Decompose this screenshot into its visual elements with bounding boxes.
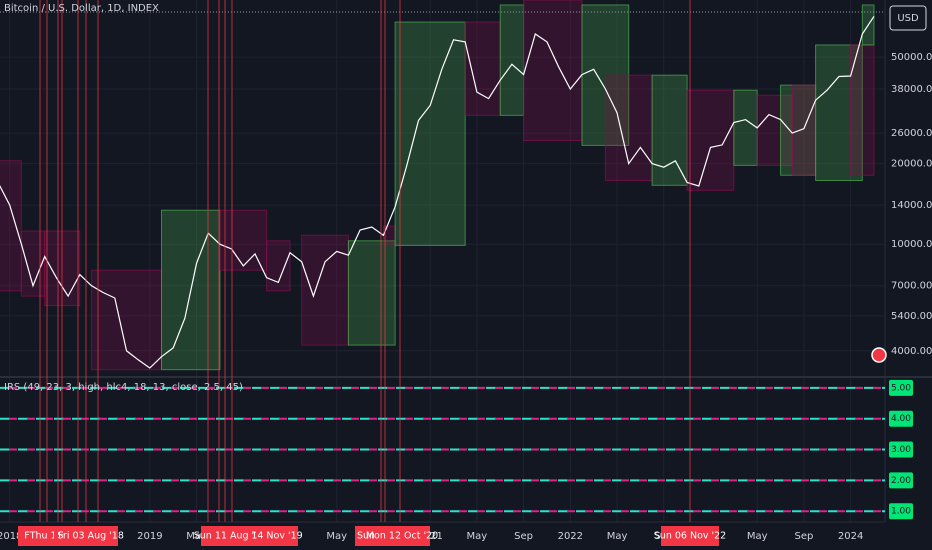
x-tick-label: May — [747, 531, 768, 542]
level-label-box — [889, 379, 913, 396]
event-label-box — [256, 526, 298, 546]
y-tick-label: 20000.00 — [891, 159, 932, 170]
event-label-box — [374, 526, 430, 546]
x-tick-label: 2021 — [417, 531, 442, 542]
event-label: Fri 03 Aug '18 — [58, 531, 124, 542]
event-label: F — [24, 531, 29, 542]
range-box — [686, 89, 735, 191]
level-label: 4.00 — [891, 414, 911, 424]
range-box — [394, 21, 466, 246]
event-label-box — [355, 526, 377, 546]
event-labels: F Thu 1( S: Fri 03 Aug '18 Sun 11 Aug '1… — [18, 526, 726, 546]
x-tick-label: May — [607, 531, 628, 542]
level-label-box — [889, 503, 913, 520]
range-box — [301, 234, 349, 346]
x-tick-label: 2024 — [838, 531, 863, 542]
range-box — [347, 240, 396, 346]
y-tick-label: 7000.00 — [891, 281, 932, 292]
range-box — [0, 160, 22, 292]
range-box — [266, 240, 291, 292]
event-label: Sun 11 Aug '19 — [194, 531, 266, 542]
price-series — [0, 15, 875, 369]
indicator-levels — [0, 386, 885, 513]
x-tick-label: 2019 — [137, 531, 162, 542]
x-tick-label: May — [467, 531, 488, 542]
range-box — [219, 209, 268, 271]
y-tick-label: 26000.00 — [891, 128, 932, 139]
level-label-box — [889, 441, 913, 458]
y-tick-label: 4000.00 — [891, 346, 932, 357]
currency-label[interactable]: USD — [897, 13, 919, 24]
event-lines — [39, 0, 691, 522]
indicator-title: IRS (49, 23, 3, high, hlc4, 18, 13, clos… — [4, 382, 243, 393]
event-label: Sun 06 Nov '22 — [654, 531, 726, 542]
event-label-box — [661, 526, 719, 546]
range-box — [464, 21, 501, 116]
range-box — [523, 0, 583, 142]
range-box — [604, 74, 653, 182]
range-box — [791, 84, 817, 176]
range-box — [733, 89, 758, 166]
event-label: 14 Nov '19 — [251, 531, 302, 542]
range-box — [756, 94, 793, 166]
level-label: 2.00 — [891, 476, 911, 486]
level-label-box — [889, 410, 913, 427]
x-axis: 20182019MayMay2021MaySep2022MaySepMaySep… — [0, 531, 863, 542]
event-label-box — [201, 526, 259, 546]
event-label: Mon 12 Oct '20 — [366, 531, 438, 542]
event-label-box — [64, 526, 118, 546]
y-tick-label: 5400.00 — [891, 311, 932, 322]
range-box — [90, 269, 163, 371]
chart-title: Bitcoin / U.S. Dollar, 1D, INDEX — [4, 3, 159, 14]
price-line — [0, 15, 875, 369]
x-tick-label: 2018 — [0, 531, 22, 542]
y-tick-label: 38000.00 — [891, 84, 932, 95]
boxes — [0, 0, 875, 371]
event-label-box — [30, 526, 60, 546]
range-box — [651, 74, 688, 186]
grid — [0, 0, 885, 522]
event-label: Thu 1( — [29, 531, 61, 542]
event-label: Sun — [357, 531, 375, 542]
range-box — [815, 44, 863, 182]
level-label: 1.00 — [891, 507, 911, 517]
level-label: 3.00 — [891, 445, 911, 455]
x-tick-label: 2022 — [558, 531, 583, 542]
x-tick-label: May — [326, 531, 347, 542]
currency-button[interactable] — [889, 5, 927, 31]
x-tick-label: Sep — [514, 531, 533, 542]
level-label: 5.00 — [891, 383, 911, 393]
range-box — [499, 4, 525, 116]
y-tick-label: 10000.00 — [891, 239, 932, 250]
x-tick-label: May — [186, 531, 207, 542]
event-label: S: — [57, 531, 66, 542]
x-tick-label: Sep — [794, 531, 813, 542]
level-label-box — [889, 472, 913, 489]
logo-badge[interactable] — [871, 347, 887, 363]
y-tick-label: 14000.00 — [891, 200, 932, 211]
y-tick-label: 50000.00 — [891, 52, 932, 63]
